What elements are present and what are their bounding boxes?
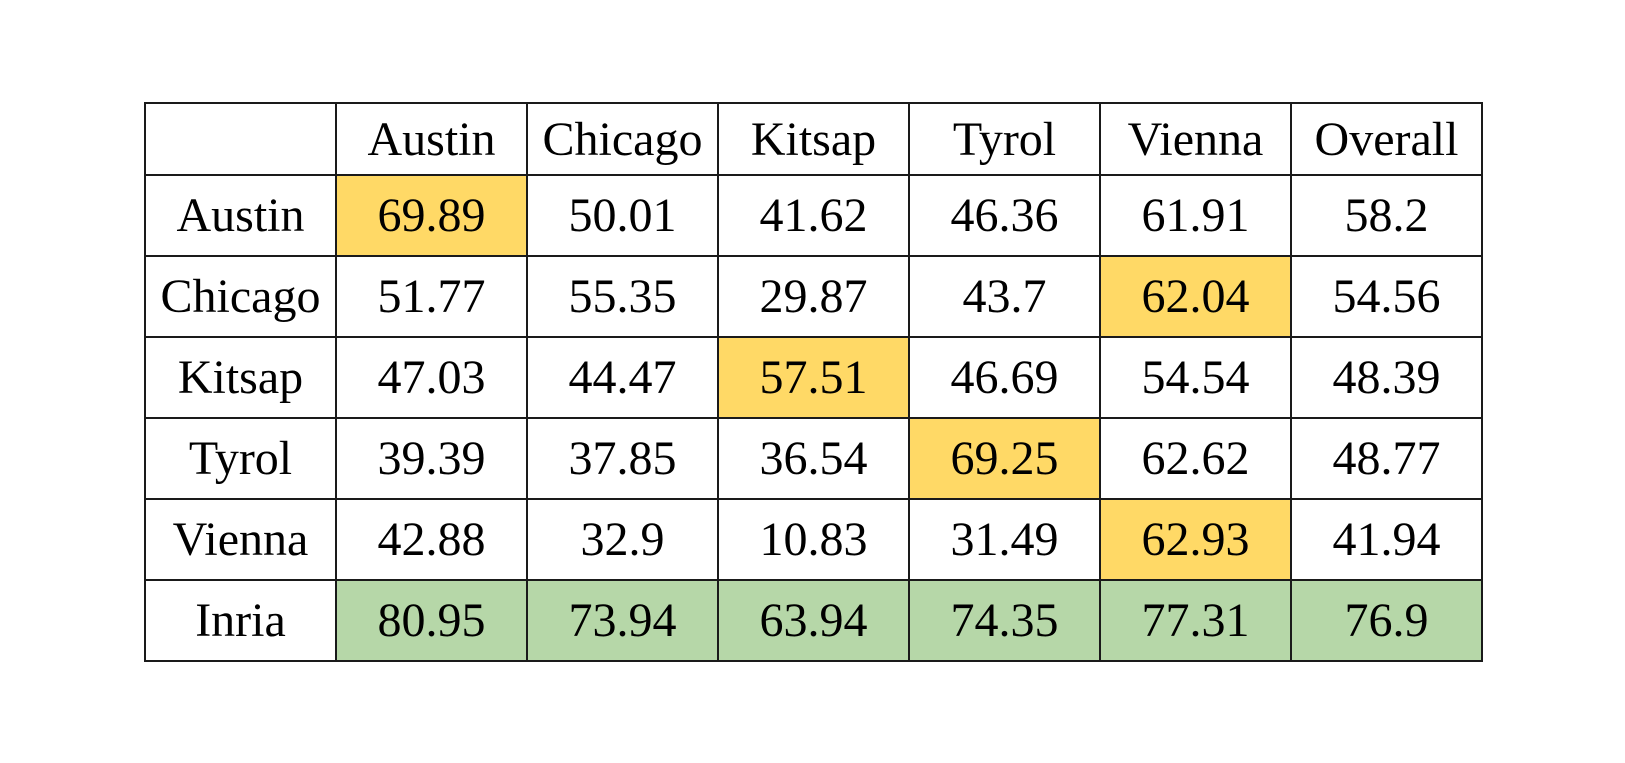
row-label-inria: Inria [144,579,337,662]
table-row: Vienna 42.88 32.9 10.83 31.49 62.93 41.94 [144,498,1483,581]
table-cell: 54.56 [1290,255,1483,338]
column-header-chicago: Chicago [526,102,719,176]
table-cell: 46.36 [908,174,1101,257]
column-header-tyrol: Tyrol [908,102,1101,176]
row-label-chicago: Chicago [144,255,337,338]
table-cell: 10.83 [717,498,910,581]
results-table: Austin Chicago Kitsap Tyrol Vienna Overall Aus… [144,102,1483,662]
column-header-vienna: Vienna [1099,102,1292,176]
table-cell: 55.35 [526,255,719,338]
table-cell: 42.88 [335,498,528,581]
table-row: Inria 80.95 73.94 63.94 74.35 77.31 76.9 [144,579,1483,662]
table-cell: 37.85 [526,417,719,500]
table-cell: 57.51 [717,336,910,419]
table-cell: 77.31 [1099,579,1292,662]
table-row: Chicago 51.77 55.35 29.87 43.7 62.04 54.56 [144,255,1483,338]
table-cell: 41.94 [1290,498,1483,581]
table-cell: 41.62 [717,174,910,257]
table-cell: 74.35 [908,579,1101,662]
table-cell: 76.9 [1290,579,1483,662]
table-cell: 69.25 [908,417,1101,500]
table-cell: 48.77 [1290,417,1483,500]
table-cell: 73.94 [526,579,719,662]
table-cell: 50.01 [526,174,719,257]
table-cell: 62.93 [1099,498,1292,581]
table-cell: 36.54 [717,417,910,500]
row-label-austin: Austin [144,174,337,257]
table-cell: 39.39 [335,417,528,500]
table-cell: 80.95 [335,579,528,662]
table-cell: 54.54 [1099,336,1292,419]
row-label-vienna: Vienna [144,498,337,581]
table-cell: 48.39 [1290,336,1483,419]
table-cell: 31.49 [908,498,1101,581]
row-label-tyrol: Tyrol [144,417,337,500]
table-cell: 51.77 [335,255,528,338]
table-cell: 69.89 [335,174,528,257]
table-cell: 46.69 [908,336,1101,419]
column-header-overall: Overall [1290,102,1483,176]
table-cell: 32.9 [526,498,719,581]
header-row: Austin Chicago Kitsap Tyrol Vienna Overall [144,102,1483,176]
table-cell: 61.91 [1099,174,1292,257]
table-cell: 47.03 [335,336,528,419]
corner-cell [144,102,337,176]
table-cell: 44.47 [526,336,719,419]
table-cell: 62.04 [1099,255,1292,338]
table-row: Tyrol 39.39 37.85 36.54 69.25 62.62 48.77 [144,417,1483,500]
table-row: Austin 69.89 50.01 41.62 46.36 61.91 58.2 [144,174,1483,257]
table-cell: 29.87 [717,255,910,338]
column-header-kitsap: Kitsap [717,102,910,176]
table-cell: 58.2 [1290,174,1483,257]
table-row: Kitsap 47.03 44.47 57.51 46.69 54.54 48.39 [144,336,1483,419]
table-cell: 62.62 [1099,417,1292,500]
table-cell: 63.94 [717,579,910,662]
table-cell: 43.7 [908,255,1101,338]
column-header-austin: Austin [335,102,528,176]
row-label-kitsap: Kitsap [144,336,337,419]
